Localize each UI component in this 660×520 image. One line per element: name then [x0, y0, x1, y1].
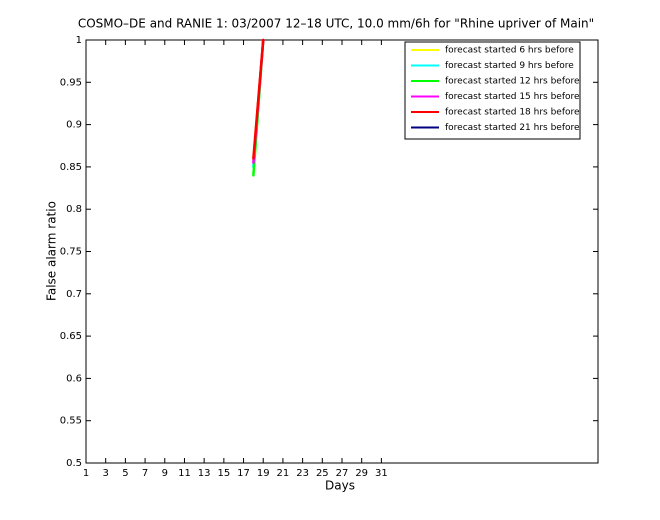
- y-axis-label: False alarm ratio: [45, 201, 59, 301]
- y-tick-label: 0.75: [60, 247, 82, 258]
- x-tick-label: 5: [122, 468, 128, 479]
- y-tick-label: 0.8: [66, 204, 82, 215]
- x-tick-label: 31: [375, 468, 388, 479]
- x-tick-label: 17: [237, 468, 250, 479]
- x-tick-label: 15: [217, 468, 230, 479]
- y-tick-label: 1: [76, 35, 82, 46]
- legend-label: forecast started 9 hrs before: [445, 61, 574, 71]
- x-tick-label: 1: [83, 468, 89, 479]
- y-tick-label: 0.5: [66, 458, 82, 469]
- x-tick-label: 7: [142, 468, 148, 479]
- legend-label: forecast started 21 hrs before: [445, 123, 580, 133]
- y-tick-label: 0.6: [66, 373, 82, 384]
- legend-label: forecast started 12 hrs before: [445, 77, 580, 87]
- y-tick-label: 0.85: [60, 162, 82, 173]
- legend-label: forecast started 15 hrs before: [445, 92, 580, 102]
- x-tick-label: 11: [178, 468, 191, 479]
- y-tick-label: 0.95: [60, 77, 82, 88]
- legend-label: forecast started 6 hrs before: [445, 46, 574, 56]
- chart-title: COSMO–DE and RANIE 1: 03/2007 12–18 UTC,…: [78, 17, 594, 31]
- series-line: [252, 38, 265, 160]
- legend-box: [404, 41, 581, 140]
- y-tick-label: 0.9: [66, 120, 82, 131]
- y-tick-label: 0.55: [60, 416, 82, 427]
- x-tick-label: 3: [103, 468, 109, 479]
- y-tick-label: 0.65: [60, 331, 82, 342]
- y-tick-label: 0.7: [66, 289, 82, 300]
- x-axis-label: Days: [325, 479, 355, 493]
- x-tick-label: 9: [162, 468, 168, 479]
- legend-label: forecast started 18 hrs before: [445, 108, 580, 118]
- x-tick-label: 13: [198, 468, 211, 479]
- x-tick-label: 19: [257, 468, 270, 479]
- x-tick-label: 29: [355, 468, 368, 479]
- x-tick-label: 23: [296, 468, 309, 479]
- x-tick-label: 27: [336, 468, 349, 479]
- x-tick-label: 21: [277, 468, 290, 479]
- x-tick-label: 25: [316, 468, 329, 479]
